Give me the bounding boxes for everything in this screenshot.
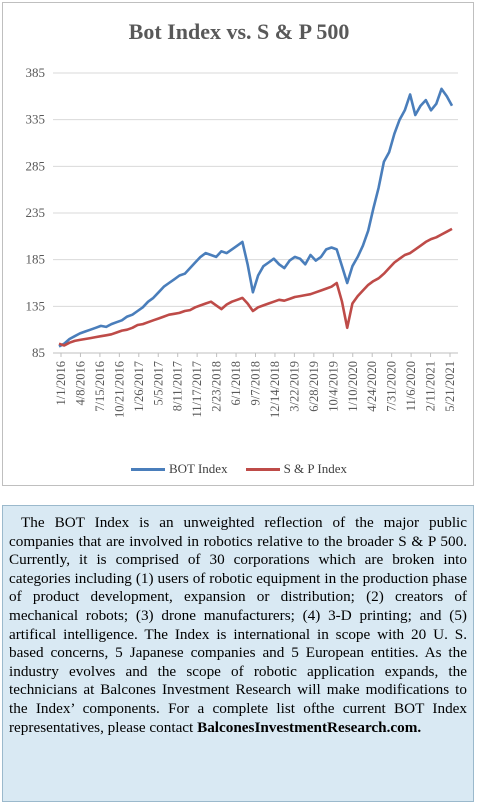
x-tick-label: 8/11/2017 (171, 361, 185, 411)
legend-swatch-bot (130, 467, 165, 471)
x-tick-label: 10/21/2016 (112, 361, 126, 418)
y-tick-label: 135 (26, 298, 46, 313)
line-chart: 85 135 185 235 285 335 385 1/1/2016 4/8/2016 7/15… (26, 65, 458, 418)
x-tick-label: 11/17/2017 (190, 361, 204, 417)
x-tick-label: 12/14/2018 (268, 361, 282, 418)
legend-item-sp: S & P Index (245, 461, 348, 477)
x-tick-label: 9/7/2018 (249, 361, 263, 405)
legend-label-bot: BOT Index (168, 461, 228, 476)
series-line-bot-index (58, 87, 454, 348)
legend-item-bot: BOT Index (130, 461, 228, 477)
x-tick-label: 6/28/2019 (307, 361, 321, 412)
x-tick-label: 7/31/2020 (385, 361, 399, 412)
legend-swatch-sp (245, 467, 280, 471)
y-tick-label: 335 (26, 112, 46, 127)
y-tick-label: 85 (32, 345, 45, 360)
x-tick-label: 7/15/2016 (93, 361, 107, 412)
y-tick-label: 385 (26, 65, 46, 80)
x-tick-label: 4/8/2016 (73, 361, 87, 405)
y-tick-label: 185 (26, 252, 46, 267)
y-tick-label: 285 (26, 158, 46, 173)
x-tick-label: 1/1/2016 (54, 361, 68, 405)
legend-label-sp: S & P Index (283, 461, 348, 476)
x-tick-label: 5/5/2017 (151, 361, 165, 405)
website-link[interactable]: BalconesInvestmentResearch.com. (197, 718, 422, 736)
chart-title: Bot Index vs. S & P 500 (128, 19, 350, 44)
x-tick-label: 4/24/2020 (365, 361, 379, 412)
x-tick-label: 11/6/2020 (404, 361, 418, 411)
x-tick-label: 1/26/2017 (132, 361, 146, 412)
x-tick-label: 1/10/2020 (346, 361, 360, 412)
x-tick-label: 2/23/2018 (210, 361, 224, 412)
x-tick-label: 2/11/2021 (424, 361, 438, 411)
series-line-sp-index (58, 227, 453, 347)
x-tick-label: 3/22/2019 (287, 361, 301, 412)
x-tick-label: 5/21/2021 (443, 361, 457, 412)
y-tick-label: 235 (26, 205, 46, 220)
chart-frame: Bot Index vs. S & P 500 85 135 185 235 285 33… (2, 2, 474, 486)
description-panel: The BOT Index is an unweighted reflectio… (2, 505, 474, 802)
x-tick-label: 6/1/2018 (229, 361, 243, 405)
description-body: The BOT Index is an unweighted reflectio… (9, 514, 467, 736)
x-tick-label: 10/4/2019 (326, 361, 340, 412)
chart-legend: BOT Index S & P Index (3, 461, 475, 477)
